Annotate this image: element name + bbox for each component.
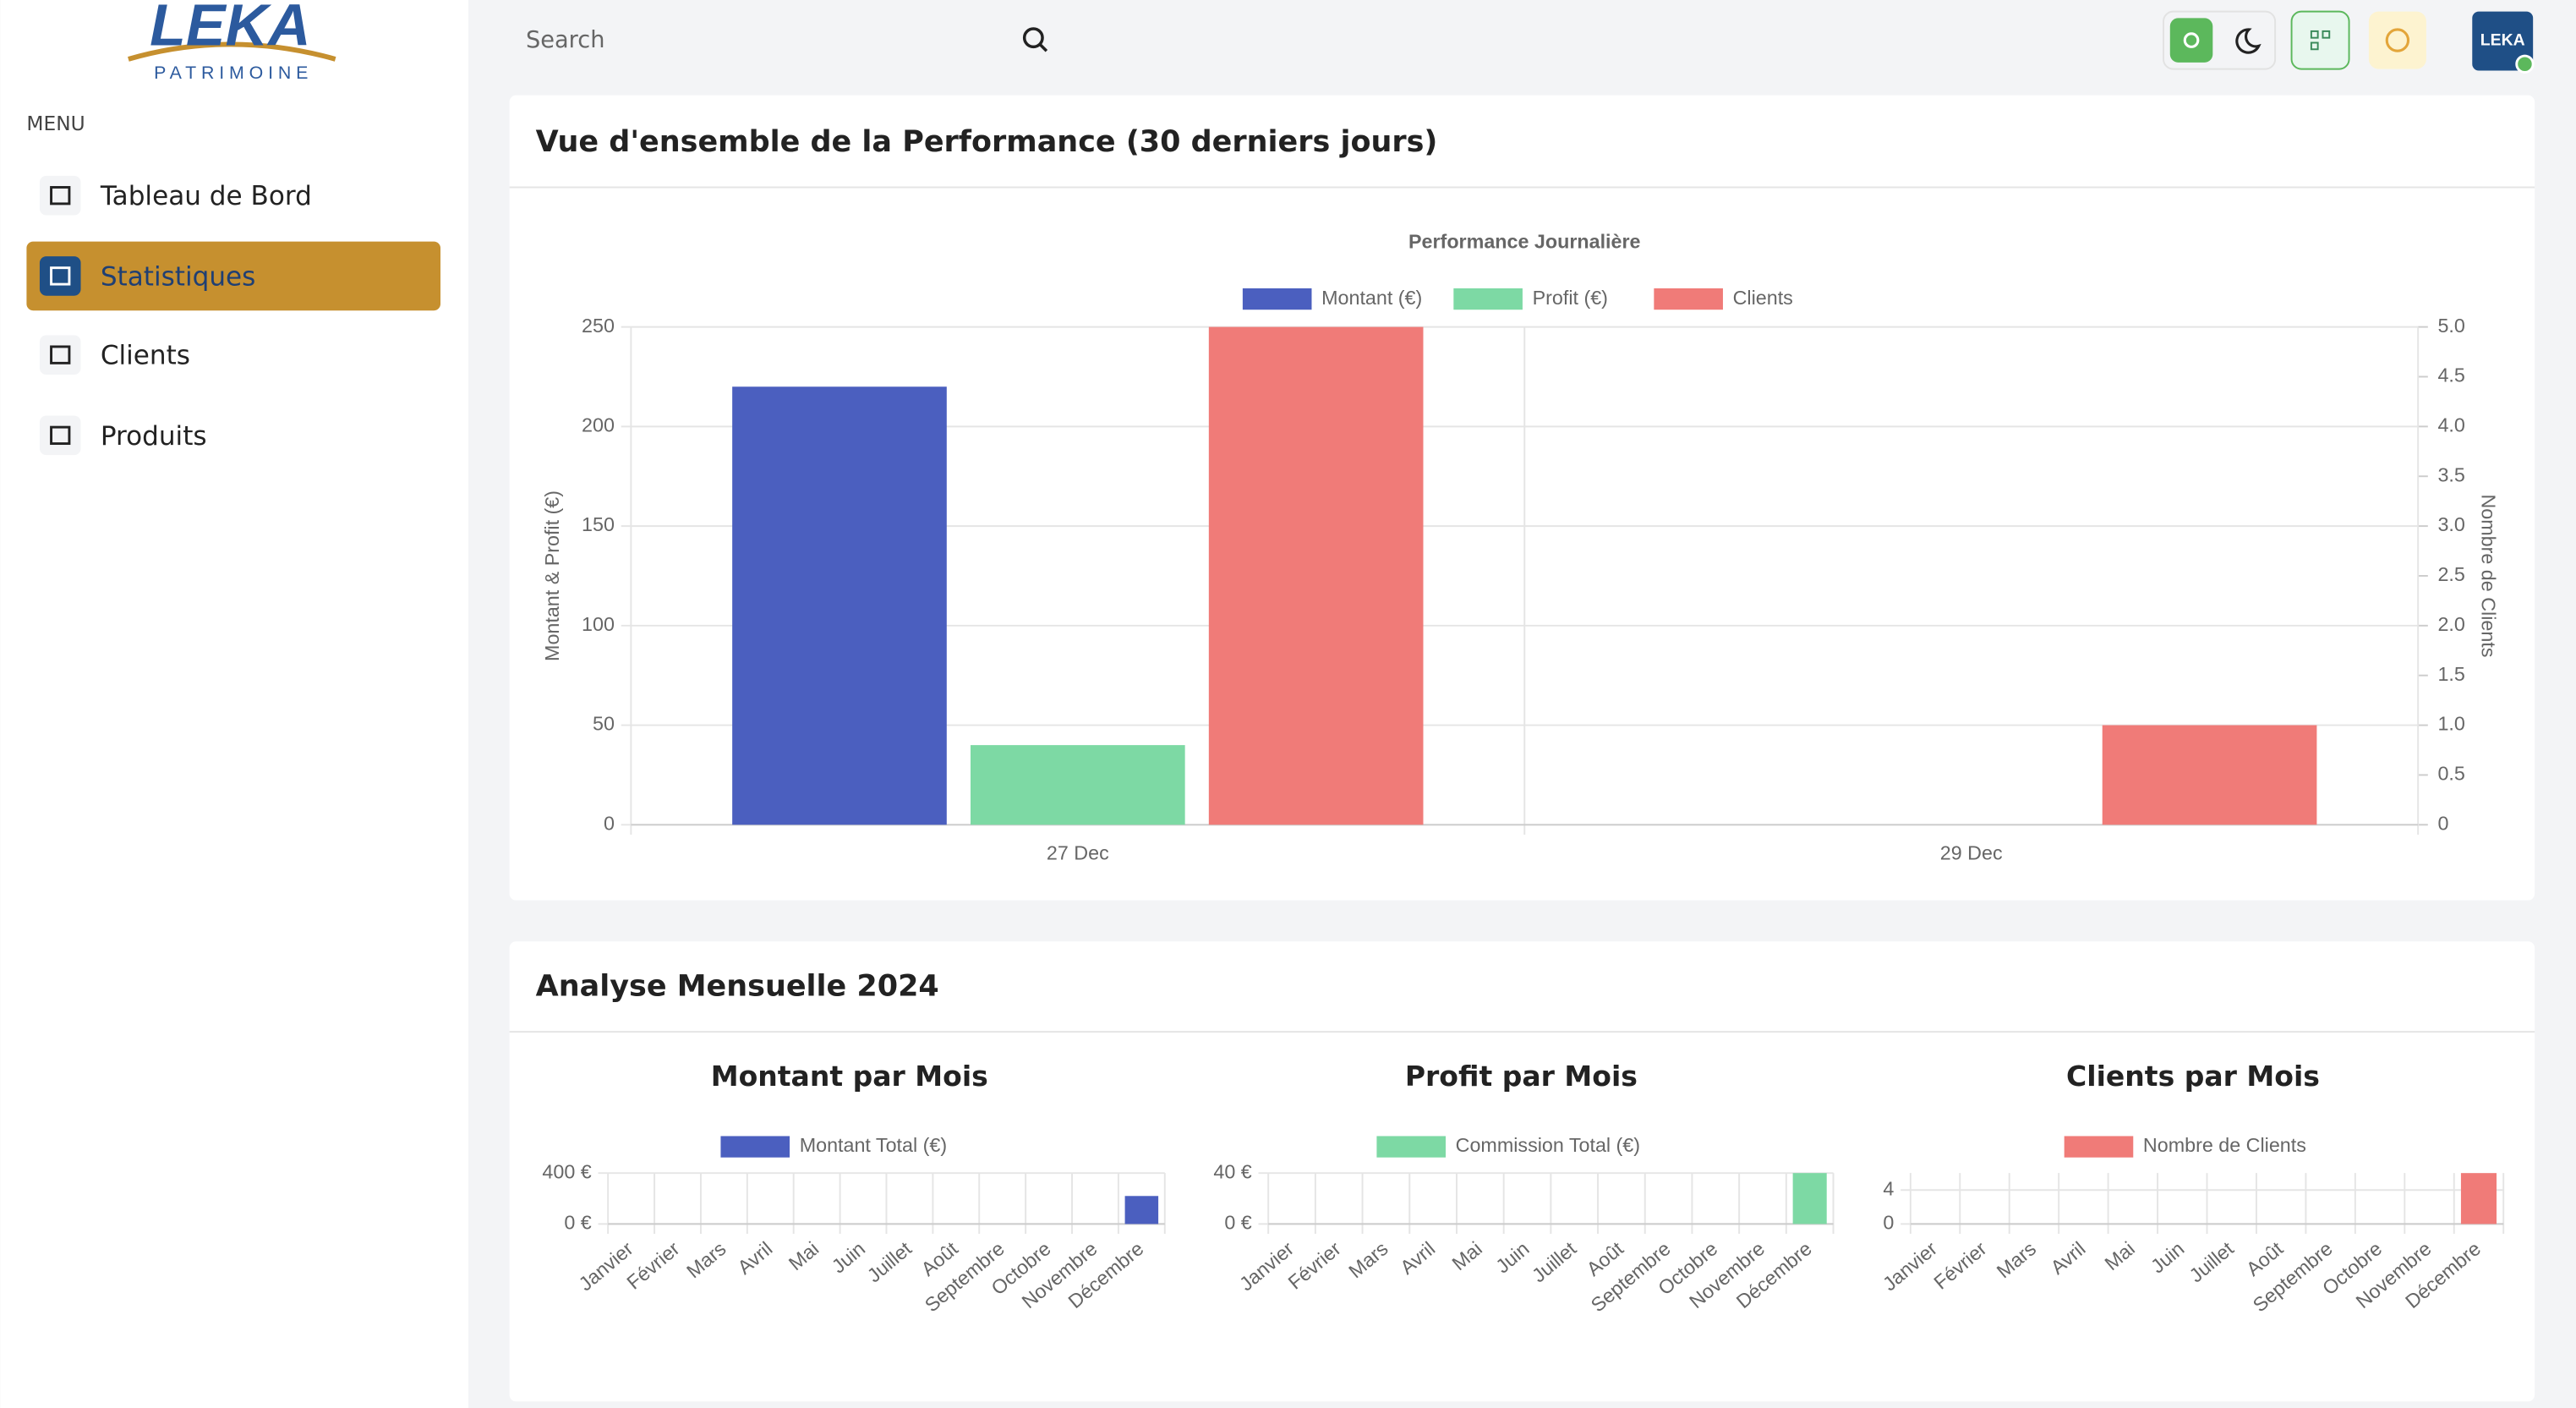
legend-swatch[interactable] <box>1453 288 1523 310</box>
y2-axis-label: Nombre de Clients <box>2478 494 2500 657</box>
search-box[interactable] <box>509 6 1073 74</box>
apps-button[interactable] <box>2290 10 2350 70</box>
chart-title: Clients par Mois <box>2066 1060 2320 1093</box>
legend-swatch[interactable] <box>1242 288 1312 310</box>
legend-swatch[interactable] <box>1654 288 1723 310</box>
menu-icon-glyph <box>50 425 71 446</box>
y-axis-label: Montant & Profit (€) <box>541 490 563 661</box>
y2-tick-label: 0 <box>2437 812 2448 834</box>
menu-item[interactable]: Statistiques <box>101 261 256 292</box>
avatar-text: LEKA <box>2480 31 2525 50</box>
logo-sub: PATRIMOINE <box>154 63 313 83</box>
bar <box>1208 326 1424 825</box>
menu-item[interactable]: Clients <box>101 341 190 371</box>
y2-tick-label: 4.5 <box>2437 364 2464 386</box>
x-tick-label: 27 Dec <box>1047 841 1109 863</box>
legend-label[interactable]: Nombre de Clients <box>2143 1134 2306 1156</box>
y2-tick-label: 0.5 <box>2437 763 2464 785</box>
search-icon[interactable] <box>1022 27 1044 49</box>
chart-button[interactable] <box>2368 11 2426 69</box>
performance-card <box>509 95 2535 901</box>
legend-swatch[interactable] <box>2064 1136 2134 1158</box>
legend-swatch[interactable] <box>720 1136 790 1158</box>
y2-tick-label: 5.0 <box>2437 315 2464 337</box>
y-tick-label: 400 € <box>542 1160 591 1182</box>
bar <box>732 386 947 825</box>
legend-label[interactable]: Commission Total (€) <box>1456 1134 1640 1156</box>
moon-icon[interactable] <box>2235 28 2262 54</box>
section-title: Analyse Mensuelle 2024 <box>536 970 939 1004</box>
menu-icon[interactable] <box>39 415 81 456</box>
menu-icon[interactable] <box>39 335 81 375</box>
y-tick-label: 0 € <box>564 1212 591 1234</box>
chart-title: Performance Journalière <box>1408 231 1641 253</box>
y-tick-label: 50 <box>593 713 615 735</box>
light-mode-button[interactable] <box>2169 18 2213 63</box>
bar <box>1792 1173 1827 1224</box>
chart-title: Montant par Mois <box>711 1060 988 1093</box>
x-tick-label: 29 Dec <box>1940 841 2003 863</box>
y2-tick-label: 2.5 <box>2437 563 2464 585</box>
y2-tick-label: 1.5 <box>2437 663 2464 685</box>
y-tick-label: 150 <box>582 513 615 535</box>
legend-label[interactable]: Profit (€) <box>1533 287 1608 309</box>
logo: LEKA <box>150 0 310 58</box>
y2-tick-label: 3.5 <box>2437 463 2464 485</box>
bar <box>970 745 1185 825</box>
y-tick-label: 4 <box>1883 1177 1894 1199</box>
menu-item[interactable]: Produits <box>101 421 207 452</box>
bar <box>1124 1196 1159 1224</box>
chart-title: Profit par Mois <box>1405 1060 1638 1093</box>
search-placeholder: Search <box>526 27 604 53</box>
legend-label[interactable]: Clients <box>1733 287 1793 309</box>
avatar[interactable] <box>2472 11 2534 71</box>
legend-swatch[interactable] <box>1376 1136 1447 1158</box>
y2-tick-label: 1.0 <box>2437 713 2464 735</box>
menu-icon[interactable] <box>39 256 81 296</box>
legend-label[interactable]: Montant (€) <box>1321 287 1422 309</box>
online-dot <box>2515 54 2535 74</box>
y-tick-label: 0 <box>1883 1212 1894 1234</box>
menu-icon-glyph <box>50 266 71 286</box>
menu-icon[interactable] <box>39 175 81 216</box>
apps-icon <box>2310 41 2319 51</box>
y2-tick-label: 4.0 <box>2437 414 2464 436</box>
menu-item-active[interactable] <box>26 241 441 311</box>
bar <box>2102 725 2317 825</box>
monthly-card <box>509 941 2535 1402</box>
sun-icon <box>2183 32 2200 48</box>
y-tick-label: 100 <box>582 613 615 635</box>
y-tick-label: 0 <box>604 812 615 834</box>
y2-tick-label: 3.0 <box>2437 513 2464 535</box>
menu: Tableau de Bord Statistiques Clients Produi… <box>26 175 441 456</box>
y-tick-label: 0 € <box>1224 1212 1251 1234</box>
logo-arc <box>128 41 336 62</box>
sidebar <box>0 0 469 1408</box>
y-tick-label: 40 € <box>1213 1160 1251 1182</box>
menu-title: MENU <box>26 112 85 135</box>
legend-label[interactable]: Montant Total (€) <box>800 1134 947 1156</box>
search-icon-handle <box>1038 43 1048 52</box>
y2-tick-label: 2.0 <box>2437 613 2464 635</box>
apps-icon <box>2322 30 2331 39</box>
pie-icon <box>2385 28 2410 52</box>
bar <box>2460 1173 2497 1224</box>
section-title: Vue d'ensemble de la Performance (30 der… <box>536 125 1438 159</box>
y-tick-label: 250 <box>582 315 615 337</box>
menu-item[interactable]: Tableau de Bord <box>100 181 312 211</box>
y-tick-label: 200 <box>582 414 615 436</box>
menu-icon-glyph <box>50 345 71 364</box>
apps-icon <box>2310 30 2319 39</box>
menu-icon-glyph <box>50 186 71 205</box>
